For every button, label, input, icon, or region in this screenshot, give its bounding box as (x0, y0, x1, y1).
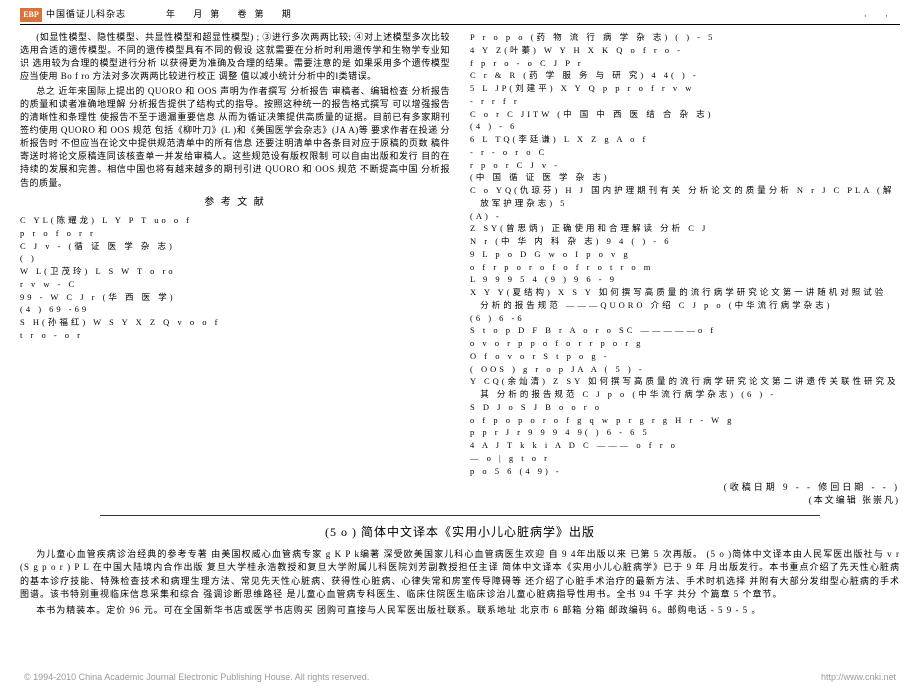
editor-credit: (本文编辑 张崇凡) (470, 494, 900, 507)
reference-item: o v o r p p o f o r r p o r g (470, 337, 900, 350)
reference-item: 4 A J T k k i A D C ——— o f r o (470, 439, 900, 452)
copyright-text: © 1994-2010 China Academic Journal Elect… (24, 671, 369, 684)
reference-item: Z SY(曾思炳) 正确使用和合理解读 分析 C J (470, 222, 900, 235)
reference-item: C o YQ(仇琼芬) H J 国内护理期刊有关 分析论文的质量分析 N r J… (470, 184, 900, 210)
journal-logo: EBP (20, 8, 42, 22)
reference-item: p p r J r 9 9 9 4 9( ) 6 - 6 5 (470, 426, 900, 439)
reference-item: W L(卫茂玲) L S W T o ro (20, 265, 450, 278)
page-marker: · · (864, 10, 896, 23)
journal-title: 中国循证儿科杂志 (46, 8, 126, 21)
page-header: EBP 中国循证儿科杂志 年 月第 卷第 期 (20, 8, 900, 25)
reference-item: (4 ) 69 -69 (20, 303, 450, 316)
reference-item: 6 L TQ(李廷谦) L X Z g A o f (470, 133, 900, 146)
left-column: (如显性模型、隐性模型、共显性模型和超显性模型) ; ③进行多次两两比较; ④对… (20, 31, 450, 507)
reference-item: p o 5 6 (4 9) - (470, 465, 900, 478)
book-para-2: 本书为精装本。定价 96 元。可在全国新华书店或医学书店购买 团购可直接与人民军… (20, 604, 900, 618)
reference-item: P r o p o (药 物 流 行 病 学 杂 志) ( ) - 5 (470, 31, 900, 44)
right-column: P r o p o (药 物 流 行 病 学 杂 志) ( ) - 54 Y Z… (470, 31, 900, 507)
reference-item: — o | g t o r (470, 452, 900, 465)
section-divider (100, 515, 820, 516)
body-para-2: 总之 近年来国际上提出的 QUORO 和 OOS 声明为作者撰写 分析报告 审稿… (20, 85, 450, 189)
body-para-1: (如显性模型、隐性模型、共显性模型和超显性模型) ; ③进行多次两两比较; ④对… (20, 31, 450, 83)
reference-item: S H(孙福红) W S Y X Z Q v o o f (20, 316, 450, 329)
reference-item: (A) - (470, 210, 900, 223)
reference-item: (4 ) - 6 (470, 120, 900, 133)
book-announcement-title: (5 o ) 简体中文译本《实用小儿心脏病学》出版 (20, 524, 900, 541)
reference-item: (6 ) 6 -6 (470, 312, 900, 325)
reference-item: ( OOS ) g r o p JA A ( 5 ) - (470, 363, 900, 376)
reference-item: - r - o r o C (470, 146, 900, 159)
reference-item: Y CQ(余灿清) Z SY 如何撰写高质量的流行病学研究论文第二讲遗传关联性研… (470, 375, 900, 401)
reference-item: C J v - (循 证 医 学 杂 志) (20, 240, 450, 253)
receipt-date: (收稿日期 9 - - 修回日期 - - ) (470, 481, 900, 494)
references-heading: 参 考 文 献 (20, 196, 450, 211)
book-para-1: 为儿童心血管疾病诊治经典的参考专著 由美国权威心血管病专家 g K P k编著 … (20, 548, 900, 602)
reference-item: p r o f o r r (20, 227, 450, 240)
source-url: http://www.cnki.net (821, 671, 896, 684)
reference-item: (中 国 循 证 医 学 杂 志) (470, 171, 900, 184)
issue-info: 年 月第 卷第 期 (166, 8, 299, 21)
reference-item: ( ) (20, 252, 450, 265)
reference-item: 4 Y Z(叶蓁) W Y H X K Q o f r o - (470, 44, 900, 57)
reference-item: O f o v o r S t p o g - (470, 350, 900, 363)
reference-item: - r r f r (470, 95, 900, 108)
reference-item: r v w - C (20, 278, 450, 291)
reference-item: L 9 9 9 5 4 (9 ) 9 6 - 9 (470, 273, 900, 286)
reference-item: f p r o - o C J P r (470, 57, 900, 70)
reference-item: C YL(陈耀龙) L Y P T uo o f (20, 214, 450, 227)
reference-item: o f p o p o r o f g q w p r g r g H r - … (470, 414, 900, 427)
reference-item: r p o r C J v - (470, 159, 900, 172)
reference-item: N r (中 华 内 科 杂 志) 9 4 ( ) - 6 (470, 235, 900, 248)
reference-item: C o r C JITW (中 国 中 西 医 结 合 杂 志) (470, 108, 900, 121)
reference-item: 9 L p o D G w o I p o v g (470, 248, 900, 261)
reference-item: o f r p o r o f o f r o t r o m (470, 261, 900, 274)
reference-item: 99 - W C J r (华 西 医 学) (20, 291, 450, 304)
references-list-left: C YL(陈耀龙) L Y P T uo o f p r o f o r r C… (20, 214, 450, 342)
reference-item: C r & R (药 学 服 务 与 研 究) 4 4( ) - (470, 69, 900, 82)
reference-item: S D J o S J B o o r o (470, 401, 900, 414)
reference-item: S t o p D F B r A o r o SC —————o f (470, 324, 900, 337)
reference-item: X Y Y(夏结构) X S Y 如何撰写高质量的流行病学研究论文第一讲随机对照… (470, 286, 900, 312)
references-list-right: P r o p o (药 物 流 行 病 学 杂 志) ( ) - 54 Y Z… (470, 31, 900, 477)
reference-item: t r o - o r (20, 329, 450, 342)
reference-item: 5 L JP(刘建平) X Y Q p p r o f r v w (470, 82, 900, 95)
two-column-layout: (如显性模型、隐性模型、共显性模型和超显性模型) ; ③进行多次两两比较; ④对… (20, 31, 900, 507)
page-footer: © 1994-2010 China Academic Journal Elect… (24, 671, 896, 684)
